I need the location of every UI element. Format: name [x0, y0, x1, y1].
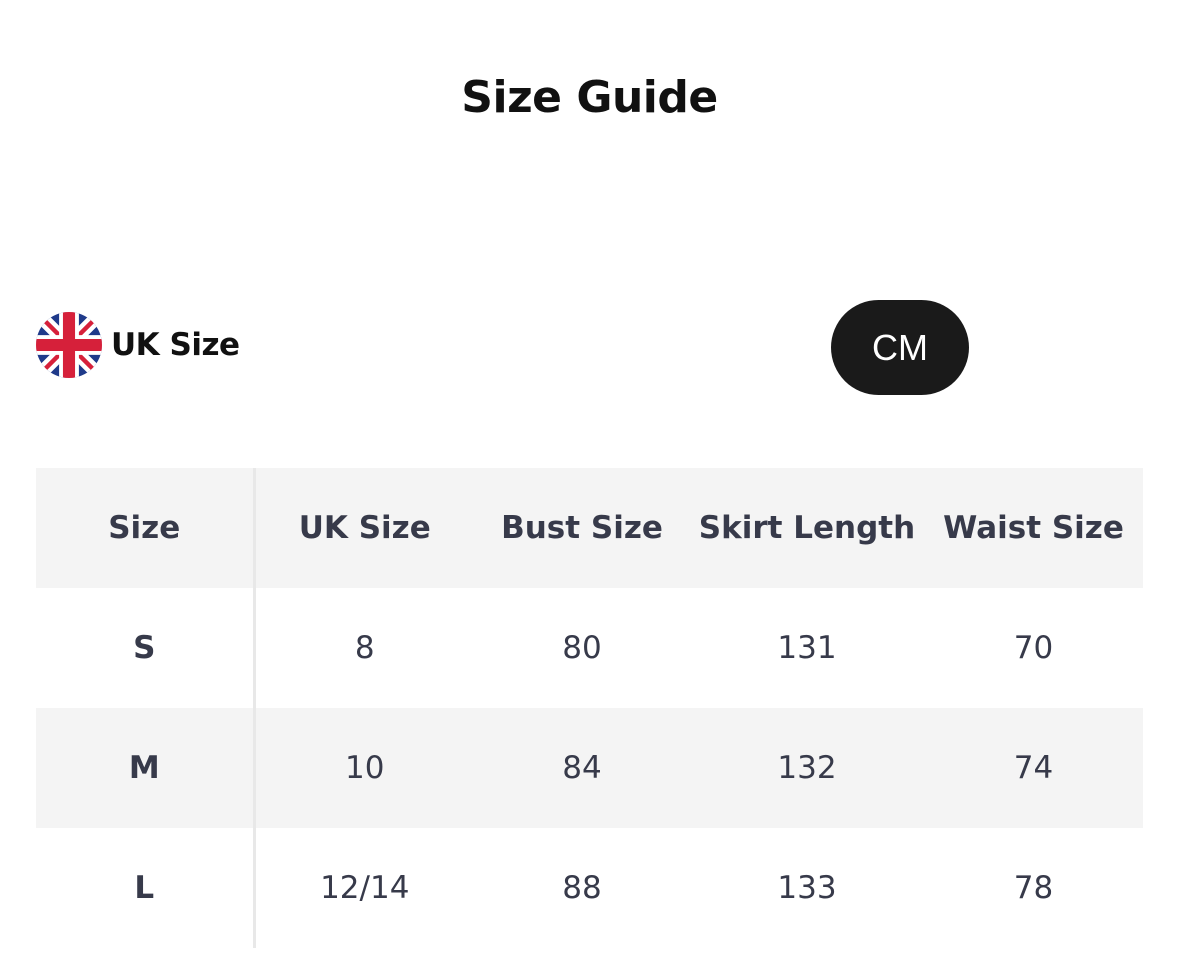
table-header-row: Size UK Size Bust Size Skirt Length Wais… — [36, 468, 1143, 588]
cell-uk-size: 12/14 — [320, 870, 410, 906]
table-row: M 10 84 132 74 — [36, 708, 1143, 828]
header-waist-size: Waist Size — [943, 510, 1124, 546]
table-row: L 12/14 88 133 78 — [36, 828, 1143, 948]
cell-bust-size: 88 — [562, 870, 602, 906]
cell-size: M — [36, 708, 256, 828]
cell-bust-size: 84 — [562, 750, 602, 786]
cell-skirt-length: 132 — [777, 750, 837, 786]
size-table: Size UK Size Bust Size Skirt Length Wais… — [36, 468, 1145, 948]
cell-uk-size: 10 — [345, 750, 385, 786]
cell-waist-size: 78 — [1013, 870, 1054, 906]
unit-toggle-button[interactable]: CM — [831, 300, 969, 395]
cell-waist-size: 70 — [1013, 630, 1054, 666]
cell-skirt-length: 133 — [777, 870, 837, 906]
cell-waist-size: 74 — [1013, 750, 1054, 786]
region-label: UK Size — [111, 327, 240, 363]
cell-size: L — [36, 828, 256, 948]
header-skirt-length: Skirt Length — [698, 510, 916, 546]
cell-bust-size: 80 — [562, 630, 602, 666]
header-size: Size — [36, 468, 256, 588]
page-title: Size Guide — [461, 72, 718, 123]
uk-flag-icon — [36, 312, 102, 378]
cell-uk-size: 8 — [354, 630, 375, 666]
table-row: S 8 80 131 70 — [36, 588, 1143, 708]
header-uk-size: UK Size — [298, 510, 431, 546]
region-selector[interactable]: UK Size — [36, 312, 240, 378]
cell-skirt-length: 131 — [777, 630, 837, 666]
header-bust-size: Bust Size — [501, 510, 663, 546]
cell-size: S — [36, 588, 256, 708]
